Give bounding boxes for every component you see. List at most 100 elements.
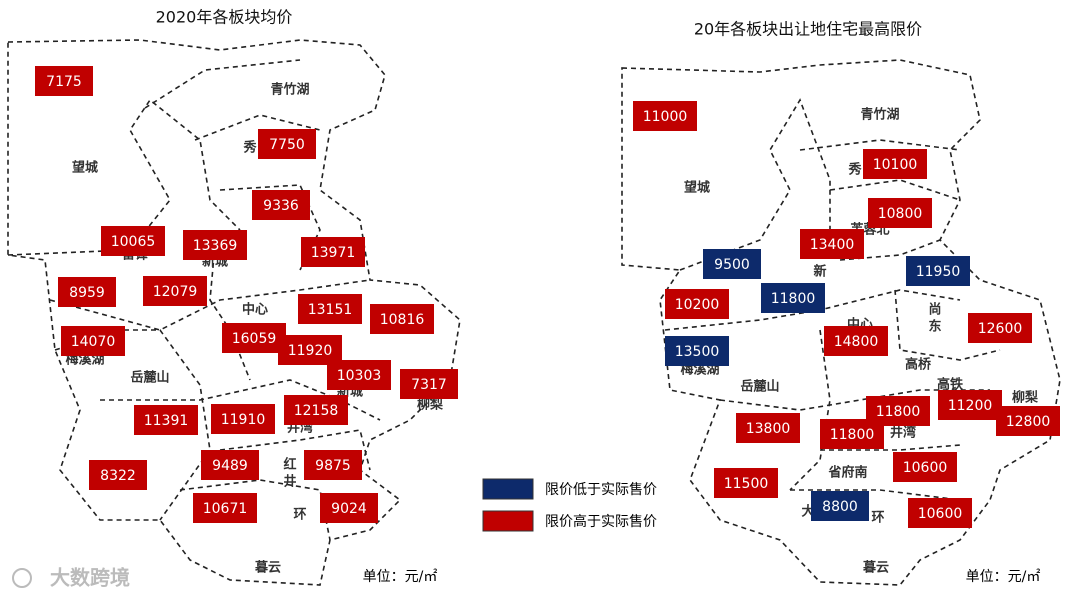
price-label: 11000 — [643, 109, 688, 125]
price-box — [703, 249, 761, 279]
price-box — [811, 491, 869, 521]
region-label: 中心 — [242, 302, 268, 318]
watermark: 大数跨境 — [12, 566, 130, 590]
price-box — [101, 226, 165, 256]
price-label: 10671 — [203, 501, 248, 517]
price-box — [665, 289, 729, 319]
region-label: 柳梨 — [1012, 390, 1039, 406]
price-label: 9489 — [212, 458, 248, 474]
legend-label: 限价高于实际售价 — [545, 513, 657, 530]
price-box — [298, 294, 362, 324]
price-box — [800, 229, 864, 259]
price-box — [143, 276, 207, 306]
price-label: 13500 — [675, 344, 720, 360]
price-box — [761, 283, 825, 313]
price-box — [633, 101, 697, 131]
price-label: 12079 — [153, 284, 198, 300]
price-box — [301, 237, 365, 267]
price-label: 10600 — [918, 506, 963, 522]
price-label: 12158 — [294, 403, 339, 419]
price-box — [824, 326, 888, 356]
price-box — [284, 395, 348, 425]
region-label: 省府南 — [827, 465, 867, 481]
region-label: 红 — [283, 457, 296, 473]
price-box — [258, 129, 316, 159]
price-label: 10800 — [878, 206, 923, 222]
price-box — [714, 468, 778, 498]
price-label: 10100 — [873, 157, 918, 173]
price-label: 7175 — [46, 74, 82, 90]
price-box — [58, 277, 116, 307]
region-label: 秀 — [242, 140, 257, 156]
map-title: 2020年各板块均价 — [156, 8, 293, 27]
price-label: 11920 — [288, 343, 333, 359]
region-label: 高铁 — [937, 377, 963, 393]
price-label: 8959 — [69, 285, 105, 301]
price-box — [320, 493, 378, 523]
region-label: 青竹湖 — [860, 107, 899, 123]
price-label: 10065 — [111, 234, 156, 250]
district-outlines — [7, 39, 1061, 586]
price-box — [400, 369, 458, 399]
region-label: 高桥 — [905, 357, 932, 373]
price-label: 11800 — [830, 427, 875, 443]
region-label: 东 — [928, 319, 941, 335]
price-label: 9024 — [331, 501, 367, 517]
price-box — [252, 190, 310, 220]
price-box — [868, 198, 932, 228]
price-box — [968, 313, 1032, 343]
region-label: 暮云 — [862, 560, 889, 576]
price-label: 14800 — [834, 334, 879, 350]
price-box — [193, 493, 257, 523]
legend-swatch — [482, 510, 534, 532]
price-label: 11800 — [876, 404, 921, 420]
region-label: 岳麓山 — [130, 370, 169, 386]
price-box — [201, 450, 259, 480]
price-label: 11391 — [144, 413, 189, 429]
price-label: 11200 — [948, 398, 993, 414]
watermark-icon — [12, 568, 32, 588]
price-box — [863, 149, 927, 179]
region-label: 柳梨 — [417, 397, 444, 413]
region-label: 望城 — [684, 180, 710, 196]
price-label: 13971 — [311, 245, 356, 261]
price-box — [183, 230, 247, 260]
price-label: 8322 — [100, 468, 136, 484]
price-label: 10816 — [380, 312, 425, 328]
price-box — [665, 336, 729, 366]
price-label: 12600 — [978, 321, 1023, 337]
price-label: 10600 — [903, 460, 948, 476]
region-label: 秀 — [847, 162, 862, 178]
region-label: 井 — [283, 474, 296, 490]
price-box — [134, 405, 198, 435]
price-label: 10303 — [337, 368, 382, 384]
price-label: 11800 — [771, 291, 816, 307]
unit-note: 单位：元/㎡ — [966, 569, 1041, 585]
price-label: 11950 — [916, 264, 961, 280]
region-label: 环 — [293, 508, 306, 523]
price-label: 13151 — [308, 302, 353, 318]
price-box — [222, 323, 286, 353]
price-box — [938, 390, 1002, 420]
price-label: 14070 — [71, 334, 116, 350]
price-box — [820, 419, 884, 449]
price-label: 7750 — [269, 137, 305, 153]
price-label: 10200 — [675, 297, 720, 313]
price-label: 9875 — [315, 458, 351, 474]
price-label: 12800 — [1006, 414, 1051, 430]
price-box — [893, 452, 957, 482]
price-label: 9500 — [714, 257, 750, 273]
price-label: 13400 — [810, 237, 855, 253]
map-title: 20年各板块出让地住宅最高限价 — [694, 20, 922, 39]
price-label: 11500 — [724, 476, 769, 492]
price-label: 8800 — [822, 499, 858, 515]
price-label: 13369 — [193, 238, 238, 254]
price-box — [89, 460, 147, 490]
legend-label: 限价低于实际售价 — [545, 482, 657, 498]
price-box — [370, 304, 434, 334]
price-box — [996, 406, 1060, 436]
legend-swatch — [482, 478, 534, 500]
